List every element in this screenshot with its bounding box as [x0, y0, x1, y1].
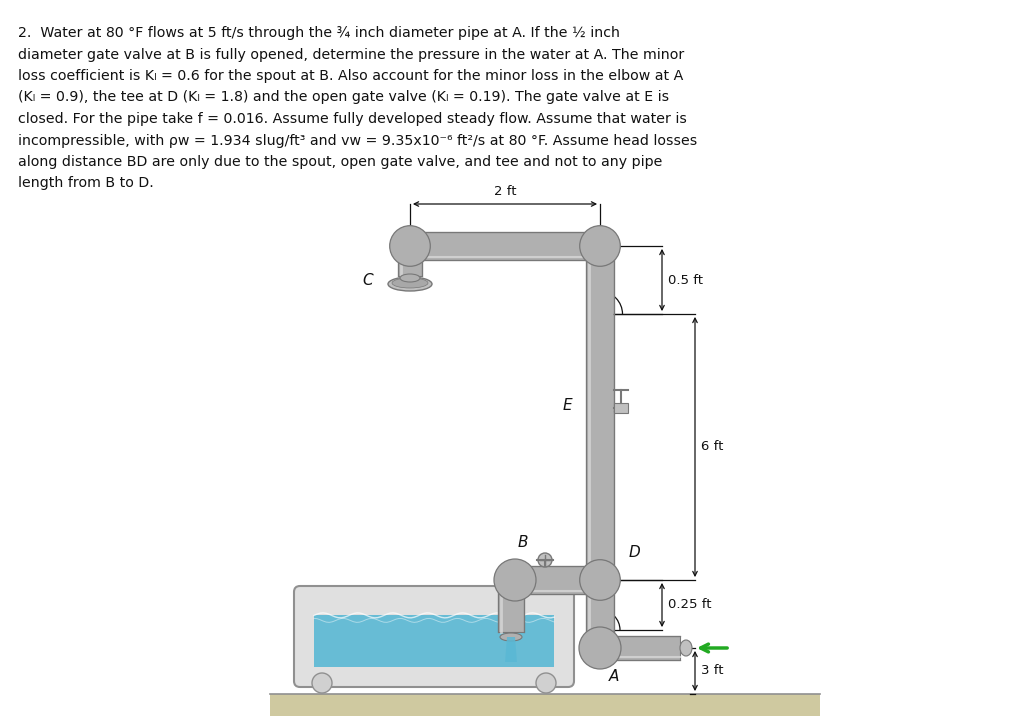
Bar: [314, 615, 554, 667]
Polygon shape: [270, 694, 820, 716]
Text: $C$: $C$: [362, 272, 375, 288]
FancyBboxPatch shape: [294, 586, 574, 687]
Circle shape: [580, 226, 621, 266]
Text: 6 ft: 6 ft: [701, 440, 723, 453]
Ellipse shape: [388, 277, 432, 291]
Text: $D$: $D$: [628, 544, 641, 560]
Circle shape: [494, 559, 536, 601]
Text: 2 ft: 2 ft: [494, 185, 516, 198]
Text: closed. For the pipe take f = 0.016. Assume fully developed steady flow. Assume : closed. For the pipe take f = 0.016. Ass…: [18, 112, 687, 126]
Ellipse shape: [500, 633, 522, 641]
Circle shape: [538, 553, 552, 567]
Text: length from B to D.: length from B to D.: [18, 177, 154, 190]
Text: along distance BD are only due to the spout, open gate valve, and tee and not to: along distance BD are only due to the sp…: [18, 155, 663, 169]
Bar: [398, 246, 422, 276]
Bar: [515, 566, 600, 594]
Bar: [410, 232, 600, 260]
Circle shape: [580, 560, 621, 600]
Text: 2.  Water at 80 °F flows at 5 ft/s through the ¾ inch diameter pipe at A. If the: 2. Water at 80 °F flows at 5 ft/s throug…: [18, 26, 620, 40]
Text: loss coefficient is Kₗ = 0.6 for the spout at B. Also account for the minor loss: loss coefficient is Kₗ = 0.6 for the spo…: [18, 69, 683, 83]
Polygon shape: [505, 637, 517, 662]
Text: 3 ft: 3 ft: [701, 664, 724, 677]
Circle shape: [312, 673, 332, 693]
Bar: [586, 246, 614, 648]
Ellipse shape: [680, 640, 692, 656]
Bar: [499, 580, 523, 632]
Text: $A$: $A$: [608, 668, 621, 684]
Ellipse shape: [392, 278, 428, 288]
Circle shape: [579, 627, 621, 669]
Text: 0.25 ft: 0.25 ft: [668, 599, 712, 611]
Ellipse shape: [400, 274, 420, 282]
Text: (Kₗ = 0.9), the tee at D (Kₗ = 1.8) and the open gate valve (Kₗ = 0.19). The gat: (Kₗ = 0.9), the tee at D (Kₗ = 1.8) and …: [18, 90, 669, 105]
Circle shape: [390, 226, 430, 266]
Circle shape: [536, 673, 556, 693]
Text: $B$: $B$: [517, 534, 528, 550]
Text: incompressible, with ρw = 1.934 slug/ft³ and vw = 9.35x10⁻⁶ ft²/s at 80 °F. Assu: incompressible, with ρw = 1.934 slug/ft³…: [18, 133, 697, 147]
Text: diameter gate valve at B is fully opened, determine the pressure in the water at: diameter gate valve at B is fully opened…: [18, 47, 684, 62]
Bar: [600, 636, 680, 660]
Text: $E$: $E$: [562, 397, 574, 413]
Text: 0.5 ft: 0.5 ft: [668, 274, 703, 286]
Bar: [614, 403, 628, 413]
